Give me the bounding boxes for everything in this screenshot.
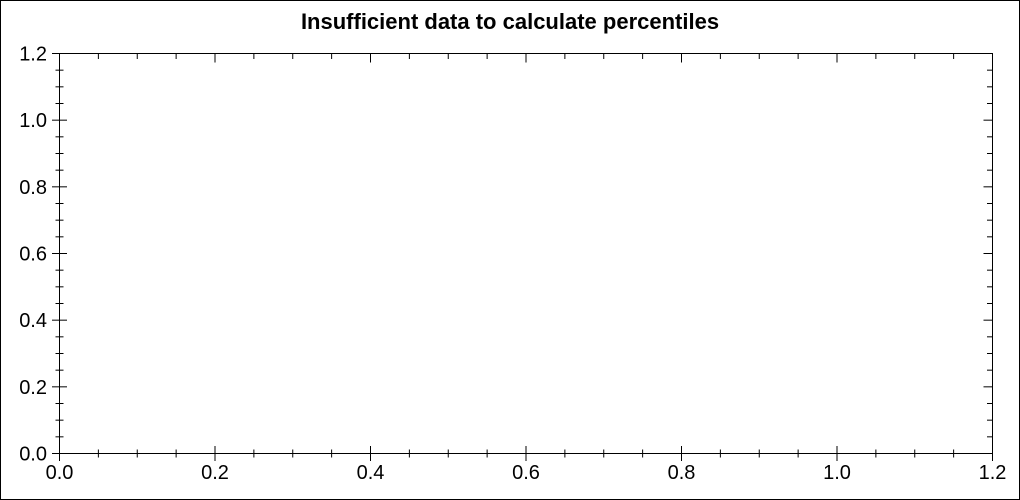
chart-title: Insufficient data to calculate percentil…: [300, 9, 720, 34]
x-tick-label: 0.8: [668, 462, 696, 484]
y-tick-label: 0.0: [19, 444, 47, 466]
plot-area: [59, 53, 993, 454]
x-tick-label: 0.6: [512, 462, 540, 484]
y-tick-label: 0.8: [19, 177, 47, 199]
x-tick-label: 0.2: [201, 462, 229, 484]
x-tick-label: 0.0: [46, 462, 74, 484]
y-axis-major-ticks: [52, 53, 993, 454]
x-tick-label: 1.0: [823, 462, 851, 484]
y-tick-label: 0.6: [19, 244, 47, 266]
plot-frame: [59, 53, 993, 454]
y-axis-minor-ticks: [55, 69, 993, 438]
y-axis-tick-labels: 0.0 0.2 0.4 0.6 0.8 1.0 1.2: [19, 44, 47, 466]
x-tick-label: 1.2: [979, 462, 1007, 484]
x-axis-tick-labels: 0.0 0.2 0.4 0.6 0.8 1.0 1.2: [46, 462, 1007, 484]
x-tick-label: 0.4: [357, 462, 385, 484]
y-tick-label: 0.2: [19, 377, 47, 399]
y-tick-label: 1.2: [19, 44, 47, 66]
y-tick-label: 0.4: [19, 310, 47, 332]
x-axis-major-ticks: [59, 53, 993, 461]
x-axis-minor-ticks: [97, 53, 955, 458]
y-tick-label: 1.0: [19, 110, 47, 132]
